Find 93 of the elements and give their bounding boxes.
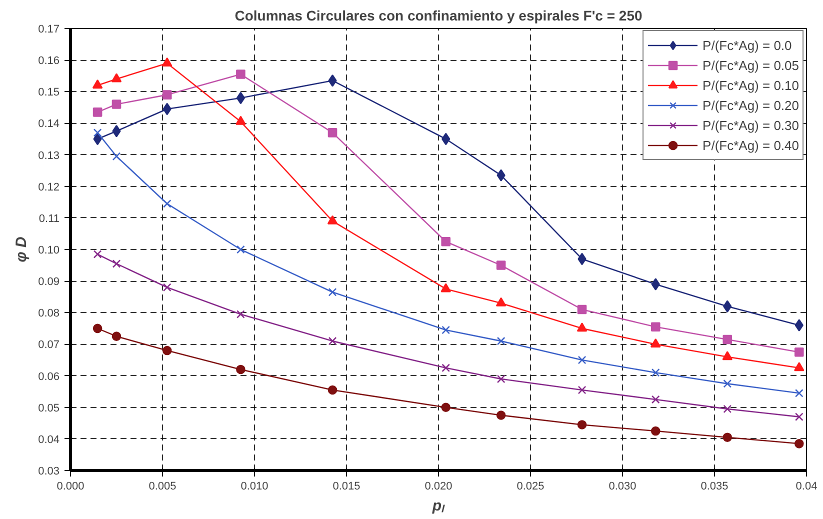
y-axis-title: φ D (13, 236, 30, 262)
point (794, 388, 804, 398)
point (722, 350, 733, 360)
point (650, 338, 661, 348)
point (496, 336, 506, 346)
point (794, 362, 804, 372)
point (328, 336, 337, 346)
x-tick-label: 0.015 (332, 480, 360, 492)
y-tick-label: 0.13 (38, 150, 60, 162)
point (93, 128, 102, 137)
y-tick-label: 0.07 (38, 339, 60, 352)
point (496, 297, 506, 306)
x-tick-label: 0.000 (56, 480, 84, 492)
point (112, 260, 121, 268)
point (236, 245, 245, 254)
point (236, 310, 245, 318)
point (496, 374, 506, 384)
legend-label: P/(Fc*Ag) = 0.20 (702, 96, 799, 114)
point (236, 70, 246, 79)
y-tick-label: 0.10 (38, 244, 60, 256)
point (794, 412, 804, 422)
point (112, 152, 121, 161)
point (162, 90, 172, 100)
point (111, 73, 122, 82)
point (92, 324, 102, 334)
legend-label: P/(Fc*Ag) = 0.0 (702, 36, 792, 54)
point (162, 346, 172, 356)
point (722, 334, 732, 344)
point (328, 288, 337, 296)
legend-label: P/(Fc*Ag) = 0.10 (702, 76, 799, 94)
y-tick-label: 0.14 (38, 118, 60, 130)
x-tick-label: 0.025 (516, 480, 544, 492)
y-tick-label: 0.05 (38, 402, 60, 414)
y-tick-label: 0.08 (38, 308, 60, 320)
point (578, 386, 586, 394)
point (236, 364, 246, 374)
point (577, 420, 587, 430)
point (496, 410, 506, 420)
chart-title: Columnas Circulares con confinamiento y espirales F'c = 250 (234, 8, 642, 24)
point (328, 128, 338, 138)
point (92, 108, 102, 117)
point (794, 319, 804, 332)
x-tick-label: 0.04 (796, 480, 818, 492)
point (794, 347, 804, 357)
point (651, 278, 660, 290)
point (441, 402, 451, 412)
point (651, 368, 660, 377)
x-tick-label: 0.020 (424, 480, 452, 492)
point (650, 426, 660, 436)
point (328, 385, 338, 395)
point (794, 439, 804, 448)
point (723, 379, 732, 388)
point (496, 260, 506, 270)
point (442, 326, 450, 334)
point (440, 283, 452, 292)
x-tick-label: 0.030 (608, 480, 636, 492)
y-tick-label: 0.17 (38, 24, 60, 36)
y-tick-label: 0.11 (38, 212, 60, 225)
point (723, 404, 732, 414)
point (722, 432, 732, 442)
y-tick-label: 0.15 (38, 86, 60, 99)
point (162, 57, 172, 66)
y-tick-label: 0.03 (38, 466, 60, 478)
legend-label: P/(Fc*Ag) = 0.30 (702, 116, 799, 134)
point (577, 304, 587, 314)
point (236, 92, 246, 104)
x-tick-label: 0.010 (240, 480, 268, 492)
point (723, 300, 732, 312)
legend-label: P/(Fc*Ag) = 0.05 (702, 56, 799, 74)
point (162, 283, 172, 292)
point (93, 250, 102, 258)
point (496, 169, 506, 182)
x-tick-label: 0.035 (700, 480, 728, 492)
y-tick-label: 0.06 (38, 370, 60, 383)
point (578, 356, 586, 364)
point (327, 215, 338, 224)
y-tick-label: 0.16 (38, 55, 60, 68)
point (112, 332, 122, 341)
point (441, 236, 451, 246)
point (650, 322, 660, 332)
point (162, 200, 172, 208)
y-tick-label: 0.12 (38, 181, 60, 194)
x-tick-label: 0.005 (148, 480, 176, 492)
point (651, 395, 660, 404)
point (92, 79, 103, 89)
legend-label: P/(Fc*Ag) = 0.40 (702, 136, 799, 154)
point (112, 100, 122, 109)
point (236, 116, 246, 125)
y-tick-label: 0.09 (38, 276, 60, 288)
y-tick-label: 0.04 (38, 434, 60, 446)
point (442, 364, 450, 372)
x-axis-title: pₗ (431, 498, 446, 514)
point (576, 322, 588, 332)
